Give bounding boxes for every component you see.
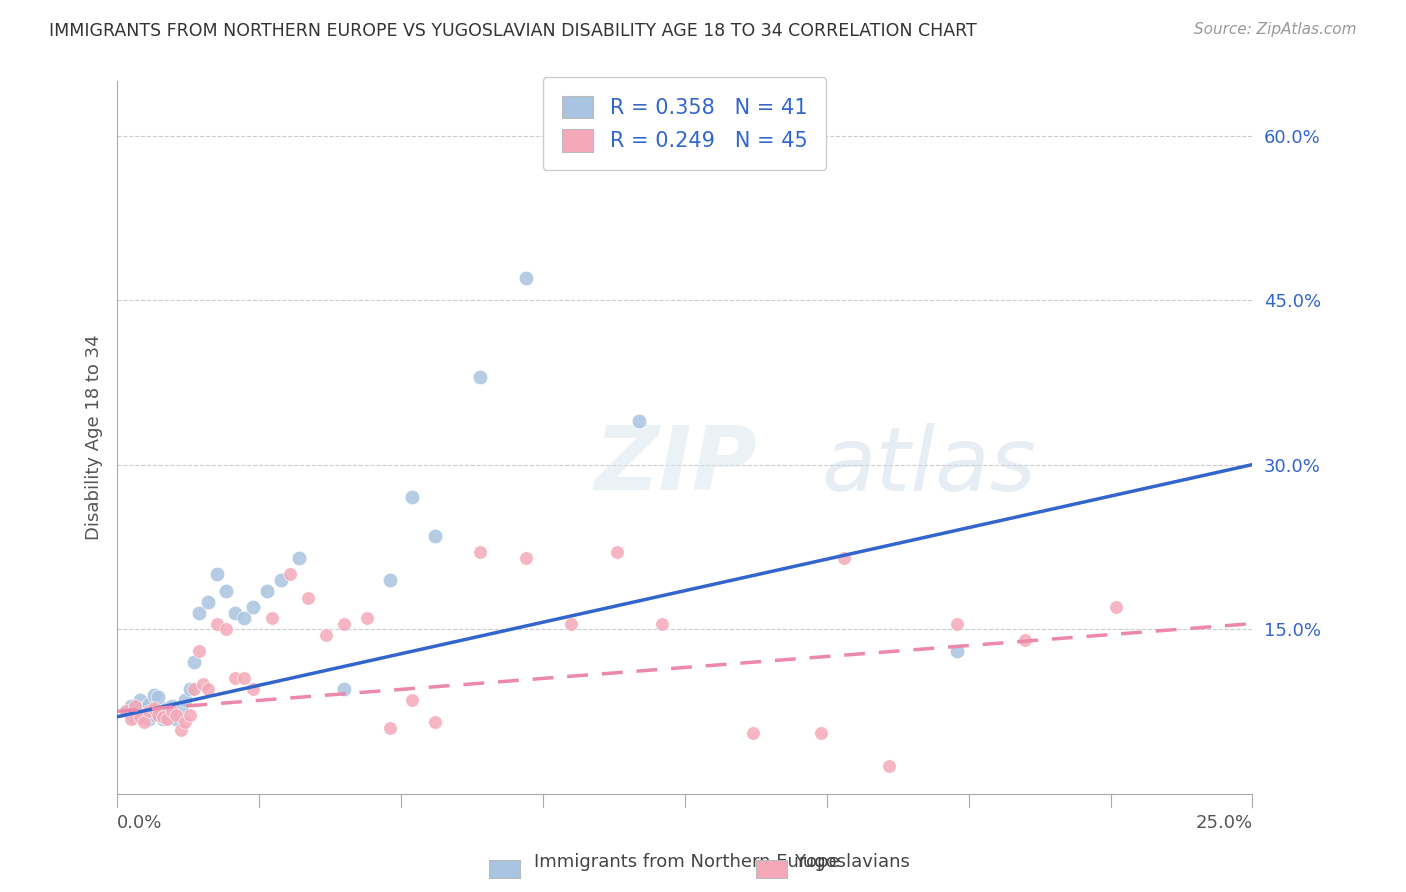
Point [224, 606, 246, 620]
Point [378, 721, 401, 735]
Point [115, 704, 138, 718]
Point [152, 710, 174, 724]
Point [174, 715, 197, 730]
Point [134, 715, 156, 730]
Point [120, 712, 142, 726]
Point [270, 573, 292, 587]
Point [810, 726, 832, 740]
Point [832, 550, 855, 565]
Point [470, 369, 492, 384]
Point [156, 701, 179, 715]
Point [260, 611, 283, 625]
Point [297, 591, 319, 606]
Point [877, 759, 900, 773]
Point [423, 715, 446, 730]
Point [124, 710, 146, 724]
Point [142, 701, 165, 715]
Point [146, 701, 169, 715]
Text: Yugoslavians: Yugoslavians [794, 853, 910, 871]
Point [142, 707, 165, 722]
Point [651, 616, 673, 631]
Text: ZIP: ZIP [593, 422, 756, 509]
Point [423, 529, 446, 543]
Point [946, 616, 969, 631]
Point [134, 701, 156, 715]
Point [278, 567, 301, 582]
Point [356, 611, 378, 625]
Text: atlas: atlas [821, 423, 1036, 508]
Point [120, 698, 142, 713]
Point [333, 682, 356, 697]
Point [470, 545, 492, 559]
Point [378, 573, 401, 587]
Point [606, 545, 628, 559]
Text: 25.0%: 25.0% [1195, 814, 1253, 832]
Y-axis label: Disability Age 18 to 34: Disability Age 18 to 34 [86, 334, 103, 540]
Point [160, 704, 183, 718]
Point [401, 693, 423, 707]
Point [183, 682, 205, 697]
Point [1014, 633, 1036, 648]
Point [128, 693, 150, 707]
Point [165, 712, 187, 726]
Point [1105, 600, 1128, 615]
Point [187, 644, 209, 658]
Point [197, 595, 219, 609]
Point [215, 583, 238, 598]
Point [170, 701, 193, 715]
Point [179, 707, 201, 722]
Point [256, 583, 278, 598]
Point [946, 644, 969, 658]
Point [233, 672, 256, 686]
Point [128, 710, 150, 724]
Legend: R = 0.358   N = 41, R = 0.249   N = 45: R = 0.358 N = 41, R = 0.249 N = 45 [543, 77, 827, 170]
Point [156, 712, 179, 726]
Point [205, 616, 228, 631]
Point [160, 698, 183, 713]
Point [215, 622, 238, 636]
Point [138, 697, 160, 711]
Point [146, 690, 169, 704]
Point [288, 550, 311, 565]
Point [138, 712, 160, 726]
Point [515, 271, 537, 285]
Point [142, 688, 165, 702]
Point [138, 704, 160, 718]
Point [187, 606, 209, 620]
Point [315, 627, 337, 641]
Point [179, 682, 201, 697]
Point [183, 655, 205, 669]
Point [233, 611, 256, 625]
Point [152, 712, 174, 726]
Point [560, 616, 582, 631]
Point [160, 707, 183, 722]
Point [193, 677, 215, 691]
Point [152, 704, 174, 718]
Point [560, 139, 582, 153]
Point [628, 414, 651, 428]
Point [197, 682, 219, 697]
Point [205, 567, 228, 582]
Point [401, 491, 423, 505]
Text: 0.0%: 0.0% [117, 814, 163, 832]
Point [115, 704, 138, 718]
Point [128, 707, 150, 722]
Point [170, 723, 193, 737]
Point [742, 726, 765, 740]
Point [224, 672, 246, 686]
Point [174, 693, 197, 707]
Point [242, 600, 264, 615]
Point [515, 550, 537, 565]
Point [242, 682, 264, 697]
Text: Source: ZipAtlas.com: Source: ZipAtlas.com [1194, 22, 1357, 37]
Point [333, 616, 356, 631]
Point [165, 707, 187, 722]
Point [146, 707, 169, 722]
Text: IMMIGRANTS FROM NORTHERN EUROPE VS YUGOSLAVIAN DISABILITY AGE 18 TO 34 CORRELATI: IMMIGRANTS FROM NORTHERN EUROPE VS YUGOS… [49, 22, 977, 40]
Point [124, 698, 146, 713]
Text: Immigrants from Northern Europe: Immigrants from Northern Europe [534, 853, 839, 871]
